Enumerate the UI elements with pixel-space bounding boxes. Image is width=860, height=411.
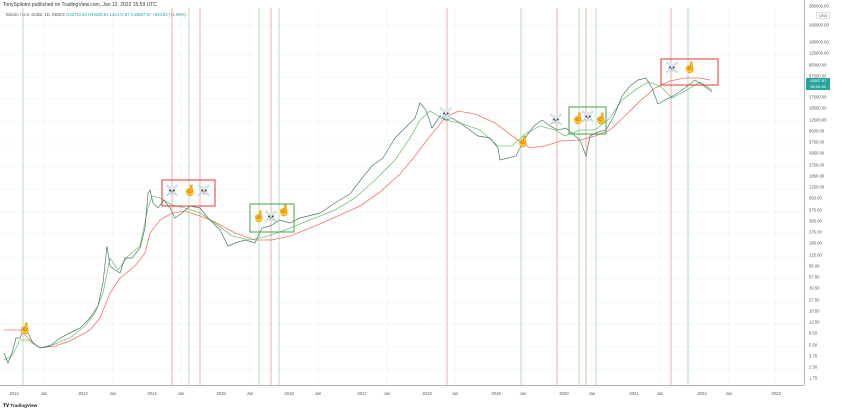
y-tick: 57.50 [809, 274, 820, 280]
x-tick: 2013 [78, 391, 88, 396]
y-tick: 180000.00 [809, 39, 829, 45]
last-price: 43587.57 [809, 78, 827, 83]
y-tick: 2750.00 [809, 162, 825, 168]
open-value: O42743.60 [66, 12, 87, 17]
y-tick: 12.50 [809, 319, 820, 325]
x-tick: 2014 [147, 391, 157, 396]
y-tick: 125.00 [809, 252, 822, 258]
brand-label: TradingView [10, 403, 38, 408]
x-tick: 2019 [491, 391, 501, 396]
y-tick: 850.00 [809, 195, 822, 201]
y-tick: 18500.00 [809, 105, 827, 111]
price-axis[interactable]: USD 380000.00 260000.00 180000.00 125000… [804, 0, 860, 385]
crossed-fingers-icon: 🤞 [277, 205, 291, 217]
bar-countdown: 08:00:45 [810, 83, 826, 89]
x-tick: 2022 [697, 391, 707, 396]
tradingview-logo[interactable]: 𝐓𝐕 TradingView [3, 403, 37, 408]
x-tick: Jun [40, 391, 48, 396]
crossed-fingers-icon: 🤞 [18, 323, 32, 335]
skull-icon: ☠️ [165, 185, 179, 197]
chart-plot-area[interactable] [0, 8, 804, 386]
y-tick: 380000.00 [809, 3, 829, 9]
change-value: +844.83 (+1.98%) [152, 12, 186, 17]
y-tick: 1.75 [809, 375, 818, 381]
currency-label: USD [816, 12, 831, 19]
y-tick: 395.00 [809, 218, 822, 224]
skull-icon: ☠️ [264, 211, 278, 223]
x-tick: Jun [383, 391, 391, 396]
crossed-fingers-icon: 🤞 [516, 136, 530, 148]
skull-icon: ☠️ [549, 114, 563, 126]
price-line [3, 77, 713, 364]
high-value: H44108.51 [87, 12, 109, 17]
y-tick: 12500.00 [809, 117, 827, 123]
y-tick: 39.50 [809, 285, 820, 291]
skull-icon: ☠️ [581, 111, 595, 123]
crossed-fingers-icon: 🤞 [594, 113, 608, 125]
low-value: L42472.67 [109, 12, 130, 17]
x-tick: 2020 [559, 391, 569, 396]
skull-icon: ☠️ [197, 185, 211, 197]
y-tick: 27.50 [809, 297, 820, 303]
y-tick: 85000.00 [809, 62, 827, 68]
y-tick: 18.50 [809, 308, 820, 314]
y-tick: 5.50 [809, 342, 818, 348]
y-tick: 185.00 [809, 240, 822, 246]
x-tick: 2015 [216, 391, 226, 396]
y-tick: 57500.00 [809, 73, 827, 79]
crossed-fingers-icon: 🤞 [183, 185, 197, 197]
chart-svg [0, 8, 804, 385]
y-tick: 3950.00 [809, 150, 825, 156]
x-tick: 2012 [9, 391, 19, 396]
y-tick: 85.00 [809, 263, 820, 269]
x-tick: Jun [451, 391, 459, 396]
x-tick: Jun [588, 391, 596, 396]
x-tick: Jun [725, 391, 733, 396]
x-tick: 2021 [629, 391, 639, 396]
y-tick: 2.50 [809, 364, 818, 370]
x-tick: Jun [177, 391, 185, 396]
vertical-markers [22, 8, 689, 385]
crossed-fingers-icon: 🤞 [571, 113, 585, 125]
tv-logo-icon: 𝐓𝐕 [3, 403, 11, 408]
skull-icon: ☠️ [439, 108, 453, 120]
y-tick: 3.75 [809, 353, 818, 359]
x-tick: Jun [109, 391, 117, 396]
symbol-legend: Bitcoin / U.S. Dollar, 1D, INDEX O42743.… [6, 12, 186, 17]
y-tick: 1850.00 [809, 173, 825, 179]
crossed-fingers-icon: 🤞 [252, 211, 266, 223]
y-tick: 575.00 [809, 207, 822, 213]
x-tick: Jun [314, 391, 322, 396]
y-tick: 8.50 [809, 330, 818, 336]
x-tick: 2017 [357, 391, 367, 396]
x-tick: Jun [519, 391, 527, 396]
x-tick: 2018 [422, 391, 432, 396]
y-tick: 260000.00 [809, 22, 829, 28]
fast-ma-line [3, 81, 713, 361]
x-tick: Jun [656, 391, 664, 396]
x-tick: Jun [246, 391, 254, 396]
x-tick: 2016 [284, 391, 294, 396]
grid [0, 8, 804, 385]
annotation-boxes [161, 58, 719, 233]
y-tick: 275.00 [809, 229, 822, 235]
y-tick: 125000.00 [809, 50, 829, 56]
crossed-fingers-icon: 🤞 [683, 62, 697, 74]
y-tick: 5750.00 [809, 139, 825, 145]
y-tick: 1250.00 [809, 184, 825, 190]
last-price-tag: 43587.57 08:00:45 [806, 78, 830, 90]
y-tick: 8500.00 [809, 128, 825, 134]
y-tick: 27500.00 [809, 94, 827, 100]
skull-icon: ☠️ [665, 62, 679, 74]
x-tick: 2023 [771, 391, 781, 396]
close-value: C43587.57 [130, 12, 152, 17]
publisher-line: TonySpilotro published on TradingView.co… [3, 2, 157, 8]
symbol-name: Bitcoin / U.S. Dollar, 1D, INDEX [6, 12, 65, 17]
